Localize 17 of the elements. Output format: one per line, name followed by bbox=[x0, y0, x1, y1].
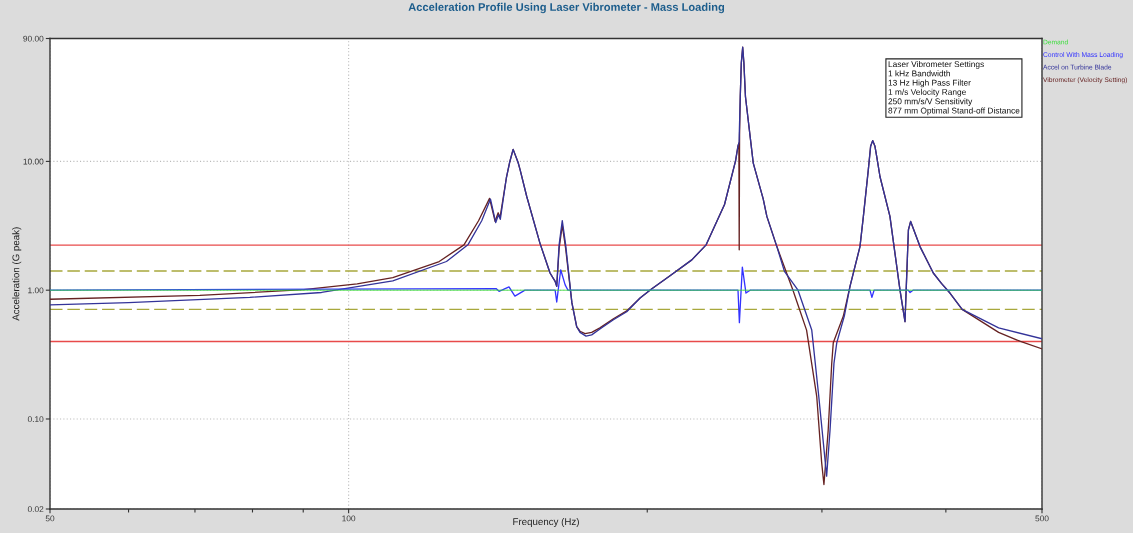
annotation: Laser Vibrometer Settings bbox=[888, 61, 984, 69]
x-tick-label: 500 bbox=[1035, 515, 1049, 522]
x-axis-title: Frequency (Hz) bbox=[513, 517, 579, 527]
annotation: 13 Hz High Pass Filter bbox=[888, 79, 971, 88]
chart-title: Acceleration Profile Using Laser Vibrometer - Mass Loading bbox=[408, 2, 725, 14]
y-tick-label: 10.00 bbox=[23, 158, 44, 165]
annotation: 877 mm Optimal Stand-off Distance bbox=[888, 107, 1020, 116]
annotation: 1 m/s Velocity Range bbox=[888, 88, 966, 97]
y-tick-label: 0.02 bbox=[27, 506, 44, 513]
x-tick-label: 50 bbox=[45, 515, 55, 522]
x-tick-label: 100 bbox=[342, 515, 356, 522]
annotation: 250 mm/s/V Sensitivity bbox=[888, 98, 973, 106]
y-axis-title: Acceleration (G peak) bbox=[12, 227, 22, 321]
y-tick-label: 90.00 bbox=[23, 35, 44, 42]
annotation: 1 kHz Bandwidth bbox=[888, 70, 950, 77]
y-tick-label: 0.10 bbox=[27, 416, 44, 423]
y-tick-label: 1.00 bbox=[28, 287, 44, 294]
